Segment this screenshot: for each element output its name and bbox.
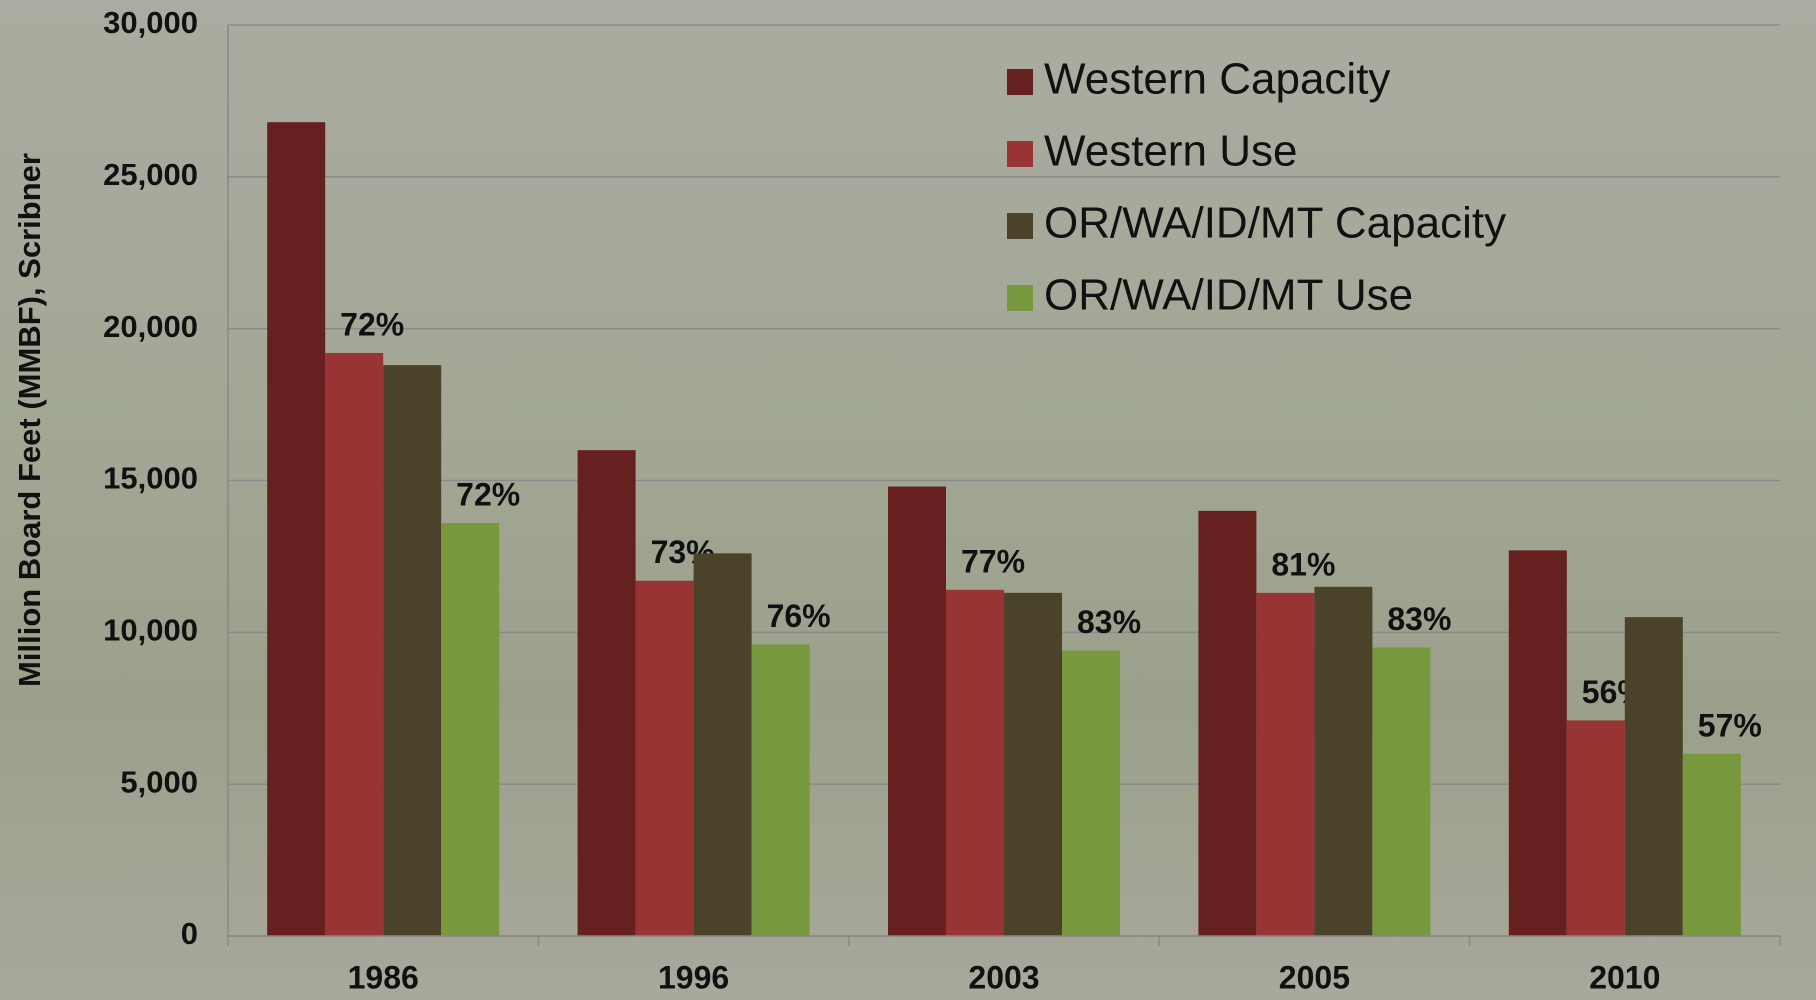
rate-label: 72% [340,306,404,342]
rate-label: 76% [767,598,831,634]
bar [1566,720,1625,936]
y-tick-label: 15,000 [103,461,198,496]
y-tick-label: 0 [181,916,198,951]
y-tick-label: 20,000 [103,309,198,344]
x-tick-label: 2005 [1279,959,1350,995]
bar [383,365,442,936]
rate-label: 83% [1077,604,1141,640]
bar [577,450,636,936]
legend-swatch [1007,141,1033,167]
x-tick-label: 2003 [968,959,1039,995]
y-tick-label: 30,000 [103,5,198,40]
y-axis-title: Million Board Feet (MMBF), Scribner [12,153,47,687]
bar [1624,617,1683,936]
bar [946,589,1004,936]
bar [1198,510,1257,936]
bar [635,580,694,936]
bar [1372,647,1431,936]
bar [325,352,384,937]
legend-label: Western Use [1044,127,1298,176]
bar [1682,753,1741,936]
legend-label: Western Capacity [1044,55,1390,104]
x-tick-label: 1986 [348,959,419,995]
legend-label: OR/WA/ID/MT Use [1044,271,1413,320]
bar [693,553,752,936]
bar [267,122,326,936]
rate-label: 83% [1387,601,1451,637]
legend-swatch [1007,69,1033,95]
bar [1508,550,1567,936]
rate-label: 72% [456,476,520,512]
x-tick-label: 1996 [658,959,729,995]
rate-label: 77% [961,543,1025,579]
bar [1314,586,1373,936]
rate-label: 81% [1271,546,1335,582]
bar [1256,592,1315,936]
bar [888,486,946,936]
rate-label: 57% [1698,707,1762,743]
y-tick-label: 5,000 [120,764,198,799]
y-tick-label: 10,000 [103,613,198,648]
legend-label: OR/WA/ID/MT Capacity [1044,199,1506,248]
bar [1004,592,1062,936]
legend-swatch [1007,213,1033,239]
legend-swatch [1007,285,1033,311]
y-tick-label: 25,000 [103,157,198,192]
bar [751,644,810,936]
x-tick-label: 2010 [1589,959,1660,995]
bar [1062,650,1120,936]
bar [441,523,500,936]
